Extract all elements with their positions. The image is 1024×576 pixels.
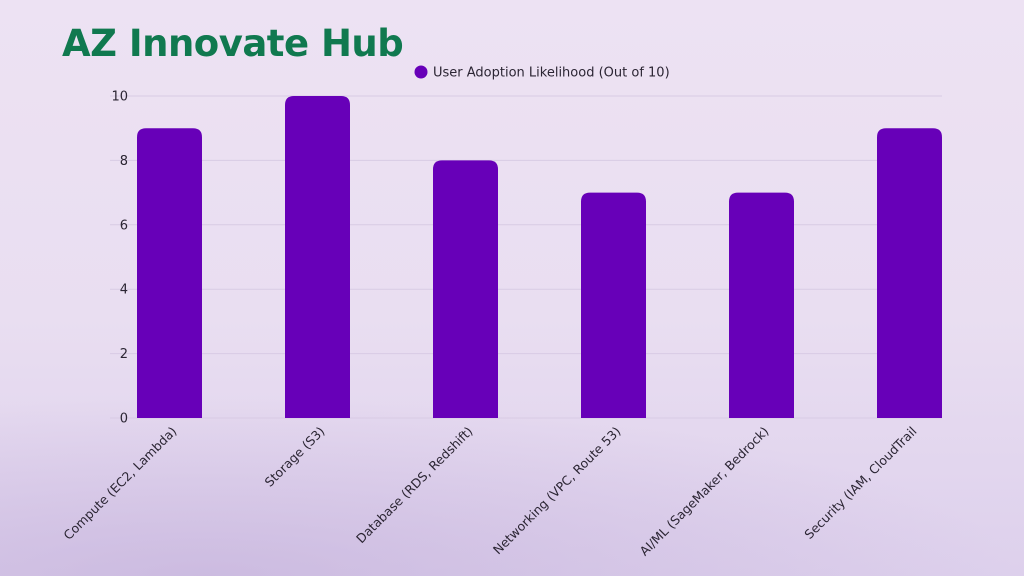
- x-category-label: Security (IAM, CloudTrail: [801, 424, 919, 542]
- page-title: AZ Innovate Hub: [62, 22, 404, 65]
- x-axis-categories: Compute (EC2, Lambda) Storage (S3) Databas…: [60, 424, 919, 559]
- y-tick-label: 8: [120, 154, 128, 169]
- grid-lines: [110, 95, 942, 419]
- legend: User Adoption Likelihood (Out of 10): [414, 65, 670, 81]
- bar: [137, 128, 202, 418]
- bar: [433, 160, 498, 418]
- y-tick-label: 0: [120, 412, 128, 427]
- y-tick-label: 6: [120, 218, 128, 233]
- bar: [285, 96, 350, 418]
- bars: [137, 96, 942, 418]
- legend-label: User Adoption Likelihood (Out of 10): [433, 66, 670, 81]
- bar: [581, 192, 646, 418]
- x-category-label: Networking (VPC, Route 53): [490, 424, 624, 558]
- x-category-label: AI/ML (SageMaker, Bedrock): [637, 424, 772, 559]
- bar: [729, 192, 794, 418]
- y-tick-label: 2: [120, 347, 128, 362]
- y-tick-label: 10: [111, 90, 128, 105]
- y-axis-ticks: 0 2 4 6 8 10: [111, 90, 128, 427]
- legend-swatch: [414, 65, 428, 79]
- x-category-label: Storage (S3): [261, 424, 327, 490]
- bar: [877, 128, 942, 418]
- y-tick-label: 4: [120, 283, 128, 298]
- x-category-label: Database (RDS, Redshift): [353, 424, 476, 547]
- x-category-label: Compute (EC2, Lambda): [60, 424, 179, 543]
